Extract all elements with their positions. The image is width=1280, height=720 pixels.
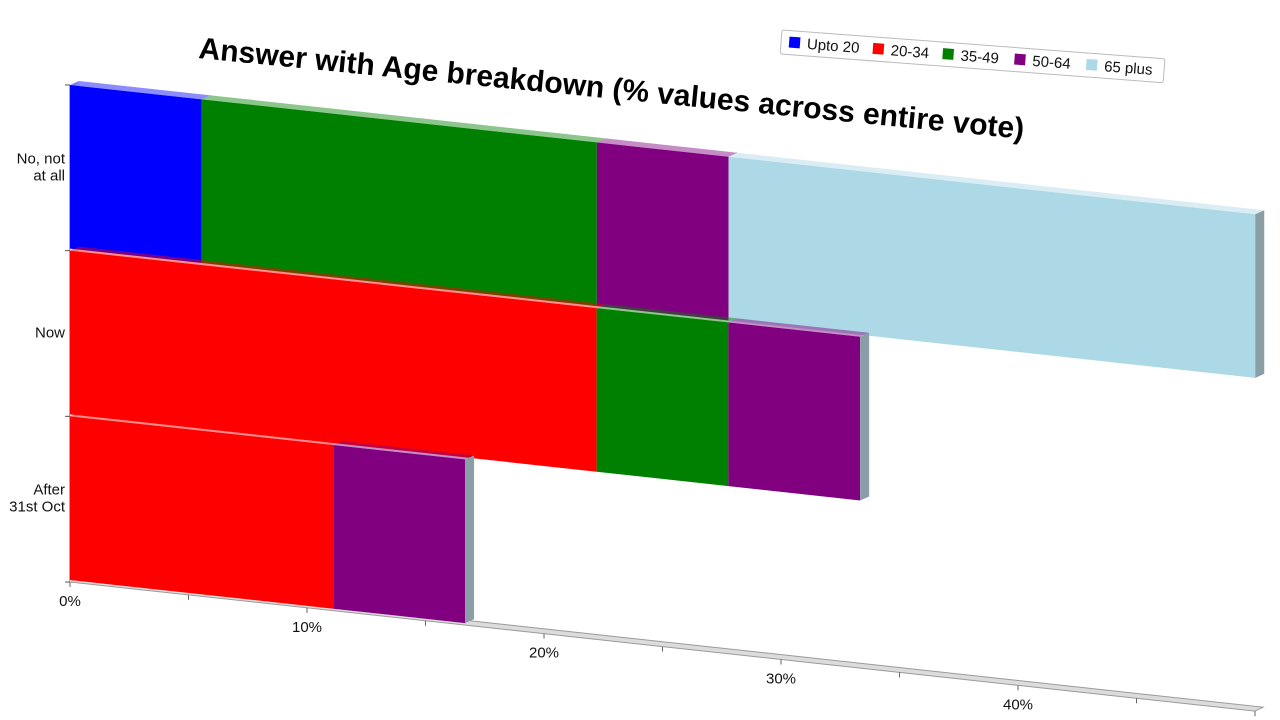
legend-swatch-20-34 [872,42,885,55]
bar-side-now [860,332,870,501]
bar-20-34-after-31st-oct [70,416,334,609]
bar-50-64-no-not-at-all [596,142,729,321]
category-label: Now [35,325,65,342]
legend-label-50-64: 50-64 [1032,53,1072,73]
bar-top-50-64-after-31st-oct [333,441,475,460]
legend-label-20-34: 20-34 [890,42,930,62]
bar-top-50-64-no-not-at-all [596,138,738,157]
category-label: After [33,482,65,499]
bar-top-50-64-now [728,318,870,337]
bar-35-49-now [596,308,729,487]
bar-side-no-not-at-all [1255,210,1265,378]
bar-50-64-after-31st-oct [333,445,466,624]
bar-top-20-34-now [70,246,606,309]
category-label: 31st Oct [9,499,66,516]
bar-50-64-now [728,322,861,501]
legend-box: Upto 20 20-34 35-49 50-64 65 plus [779,29,1166,84]
x-tick-label: 30% [766,670,796,687]
bar-top-35-49-no-not-at-all [201,95,606,143]
bar-top-35-49-now [596,304,738,323]
bar-65-plus-no-not-at-all [728,156,1256,378]
bar-top-20-34-after-31st-oct [70,412,343,446]
legend: Upto 20 20-34 35-49 50-64 65 plus [779,29,1166,84]
legend-swatch-65-plus [1085,58,1098,71]
legend-swatch-upto-20 [788,36,801,49]
category-label: at all [33,167,65,184]
bars [70,81,1265,624]
category-label: No, not [17,150,66,167]
bar-side-after-31st-oct [465,455,475,624]
x-tick-label: 10% [292,619,322,636]
legend-swatch-50-64 [1014,53,1026,66]
bar-upto-20-no-not-at-all [70,85,202,264]
legend-label-65-plus: 65 plus [1104,58,1154,79]
x-tick-label: 40% [1003,696,1033,713]
bar-35-49-no-not-at-all [201,99,597,307]
x-tick-label: 0% [59,593,81,610]
bar-20-34-now [70,250,597,472]
legend-label-35-49: 35-49 [960,47,1000,67]
legend-label-upto-20: Upto 20 [806,36,860,57]
legend-swatch-35-49 [942,48,955,60]
x-tick-label: 20% [529,645,559,662]
bar-top-upto-20-no-not-at-all [70,81,211,100]
bar-top-65-plus-no-not-at-all [728,152,1265,215]
